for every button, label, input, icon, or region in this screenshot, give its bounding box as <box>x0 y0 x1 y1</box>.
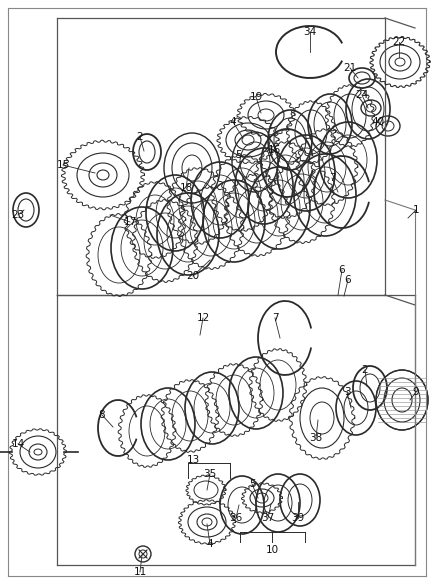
Text: 3: 3 <box>344 387 350 397</box>
Text: 5: 5 <box>249 479 255 489</box>
Text: 14: 14 <box>11 439 25 449</box>
Text: 2: 2 <box>137 132 143 142</box>
Text: 9: 9 <box>413 387 419 397</box>
Text: 5: 5 <box>235 150 241 160</box>
Text: 35: 35 <box>204 469 217 479</box>
Text: 36: 36 <box>230 513 243 523</box>
Text: 40: 40 <box>372 117 385 127</box>
Text: 18: 18 <box>179 183 193 193</box>
Text: 38: 38 <box>309 433 322 443</box>
Text: 34: 34 <box>303 27 317 37</box>
Text: 6: 6 <box>339 265 345 275</box>
Text: 37: 37 <box>261 513 275 523</box>
Text: 4: 4 <box>230 117 236 127</box>
Text: 12: 12 <box>196 313 210 323</box>
Text: 1: 1 <box>413 205 419 215</box>
Text: 15: 15 <box>56 160 69 170</box>
Text: 20: 20 <box>187 271 200 281</box>
Text: 17: 17 <box>123 217 137 227</box>
Text: 39: 39 <box>291 513 305 523</box>
Text: 21: 21 <box>343 63 357 73</box>
Text: 10: 10 <box>266 545 279 555</box>
Text: 7: 7 <box>272 313 278 323</box>
Text: 11: 11 <box>133 567 147 577</box>
Text: 22: 22 <box>392 37 406 47</box>
Text: 19: 19 <box>250 92 263 102</box>
Text: 24: 24 <box>355 90 368 100</box>
Text: 4: 4 <box>207 539 214 549</box>
Text: 7: 7 <box>329 173 335 183</box>
Text: 8: 8 <box>99 410 105 420</box>
Text: 6: 6 <box>345 275 351 285</box>
Text: 13: 13 <box>186 455 200 465</box>
Text: 23: 23 <box>11 210 25 220</box>
Text: 16: 16 <box>267 145 281 155</box>
Text: 2: 2 <box>362 365 368 375</box>
